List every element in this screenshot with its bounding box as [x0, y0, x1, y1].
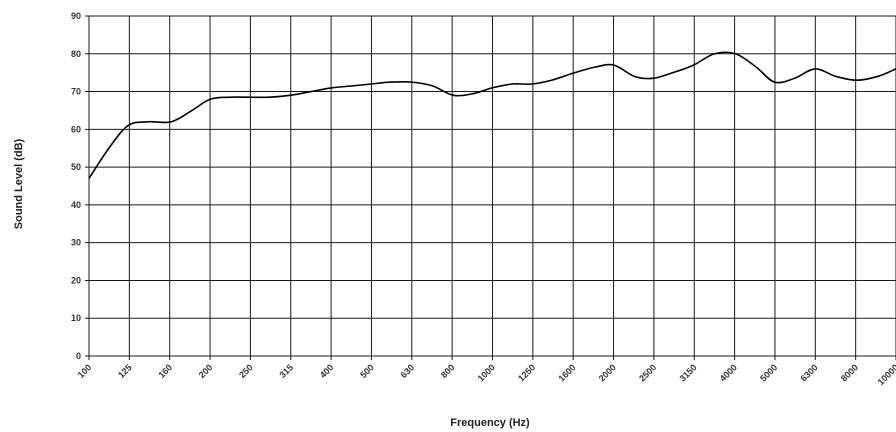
x-tick-label: 125: [116, 362, 134, 380]
x-tick-label: 250: [237, 362, 255, 380]
x-tick-label: 500: [358, 362, 376, 380]
y-tick-label: 90: [71, 11, 81, 21]
y-tick-label: 40: [71, 200, 81, 210]
y-tick-label: 50: [71, 162, 81, 172]
x-tick-label: 315: [277, 362, 295, 380]
y-tick-label: 10: [71, 313, 81, 323]
x-tick-label: 630: [399, 362, 417, 380]
x-tick-label: 4000: [718, 362, 739, 383]
y-tick-label: 0: [76, 351, 81, 361]
x-tick-label: 400: [318, 362, 336, 380]
y-axis-label: Sound Level (dB): [13, 138, 25, 229]
y-axis-ticks: 0 10 20 30 40 50 60 70 80 90: [71, 11, 81, 361]
x-tick-label: 2500: [637, 362, 658, 383]
x-axis-ticks: 100 125 160 200 250 315 400 500 630 800 1000 1250 16…: [76, 362, 896, 387]
x-tick-label: 6300: [798, 362, 819, 383]
x-tick-label: 8000: [839, 362, 860, 383]
x-axis-label: Frequency (Hz): [450, 417, 530, 429]
x-tick-label: 100: [76, 362, 94, 380]
x-tick-label: 2000: [597, 362, 618, 383]
y-tick-label: 20: [71, 275, 81, 285]
series-group: [88, 51, 896, 179]
x-tick-label: 1000: [476, 362, 497, 383]
x-tick-label: 1250: [516, 362, 537, 383]
x-tick-label: 800: [439, 362, 457, 380]
y-tick-label: 70: [71, 87, 81, 97]
x-tick-label: 5000: [758, 362, 779, 383]
y-tick-label: 60: [71, 124, 81, 134]
x-tick-label: 1600: [556, 362, 577, 383]
grid: [85, 15, 896, 360]
series-line-0: [88, 51, 896, 179]
x-tick-label: 3150: [677, 362, 698, 383]
x-tick-label: 200: [197, 362, 215, 380]
x-tick-label: 160: [156, 362, 174, 380]
x-tick-label: 10000: [876, 362, 896, 387]
y-tick-label: 30: [71, 238, 81, 248]
y-tick-label: 80: [71, 49, 81, 59]
